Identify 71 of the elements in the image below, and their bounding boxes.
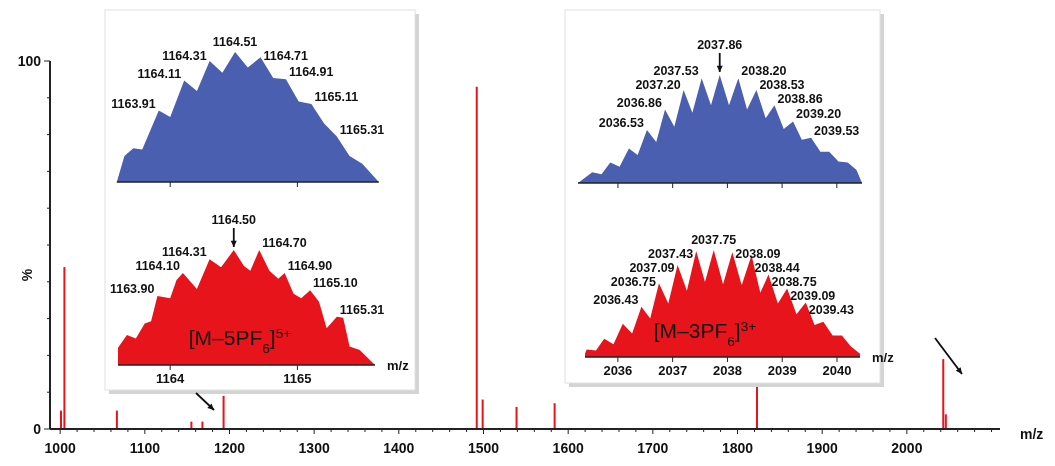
annotation: 2038.44	[754, 261, 800, 275]
x-axis-title: m/z	[387, 358, 410, 373]
annotation: 1164.31	[162, 49, 207, 63]
annotation: 1165.10	[313, 276, 358, 291]
annotation: 2036.75	[610, 275, 656, 289]
bar	[515, 406, 518, 429]
annotation: 1164.11	[137, 66, 182, 81]
annotation: 1164.70	[262, 236, 307, 250]
bar	[222, 395, 225, 429]
annotation: 1163.90	[109, 282, 155, 296]
x-tick-label: 2038	[712, 363, 742, 378]
annotation: 2037.53	[653, 64, 699, 79]
x-tick-label: 1164	[156, 371, 186, 386]
annotation: 1164.91	[288, 65, 334, 80]
annotation: 1165.31	[339, 302, 385, 317]
x-tick-label: 2037	[658, 363, 688, 378]
annotation: 2038.86	[777, 92, 823, 107]
annotation: 1164.31	[162, 245, 207, 260]
annotation: 2036.53	[598, 116, 644, 131]
x-tick-label: 1200	[213, 440, 246, 456]
x-axis-title: m/z	[872, 350, 895, 365]
annotation: 1165.11	[314, 90, 359, 104]
annotation: 1164.50	[211, 213, 257, 227]
annotation: 2039.53	[814, 123, 860, 138]
x-tick-label: 1800	[721, 440, 754, 456]
x-tick-label: 2000	[891, 440, 923, 456]
x-tick-label: 1600	[552, 440, 584, 456]
annotation: 2038.20	[741, 64, 787, 79]
annotation: 1164.90	[287, 259, 333, 273]
annotation: [M–3PF$_{6}$]$^{3+}$	[653, 318, 757, 349]
x-tick-label: 1900	[806, 440, 838, 456]
annotation: 1165.31	[339, 122, 385, 137]
annotation: 2038.75	[771, 275, 817, 289]
y-axis-title: %	[19, 268, 35, 282]
x-tick-label: 1165	[283, 371, 312, 386]
bar	[481, 399, 484, 429]
x-tick-label: 1400	[383, 440, 415, 456]
bar	[115, 410, 118, 429]
annotation: 2037.20	[635, 78, 681, 93]
bar	[942, 359, 945, 429]
x-axis-title: m/z	[1020, 426, 1044, 442]
annotation: 1163.91	[111, 96, 156, 111]
bar	[756, 384, 758, 429]
annotation: 1164.10	[135, 259, 180, 274]
x-tick-label: 2036	[603, 363, 633, 378]
x-tick-label: 1000	[44, 440, 76, 456]
annotation: 2037.86	[697, 38, 743, 52]
annotation: 2037.09	[629, 261, 675, 275]
x-tick-label: 2040	[822, 363, 852, 378]
annotation: 2037.43	[648, 247, 694, 261]
annotation: 2038.09	[735, 247, 781, 261]
annotation: 1164.51	[212, 35, 258, 49]
x-tick-label: 1700	[637, 440, 669, 456]
bar	[63, 267, 66, 429]
annotation: [M–5PF$_{6}$]$^{5+}$	[188, 325, 292, 356]
annotation: 2039.43	[808, 303, 854, 317]
annotation: 2037.75	[691, 233, 737, 247]
y-tick-label: 0	[33, 421, 42, 437]
annotation: 2038.53	[759, 78, 805, 93]
x-tick-label: 2039	[767, 363, 797, 378]
bar	[475, 86, 478, 429]
y-tick-label: 100	[17, 53, 42, 69]
x-tick-label: 1300	[298, 440, 330, 456]
annotation: 2039.09	[790, 289, 836, 303]
bar	[553, 403, 556, 429]
annotation: 2036.86	[616, 95, 663, 110]
annotation: 2039.20	[796, 107, 842, 122]
annotation: 2036.43	[593, 292, 639, 307]
annotation: 1164.71	[263, 49, 309, 63]
x-tick-label: 1100	[129, 440, 161, 456]
x-tick-label: 1500	[467, 440, 500, 456]
